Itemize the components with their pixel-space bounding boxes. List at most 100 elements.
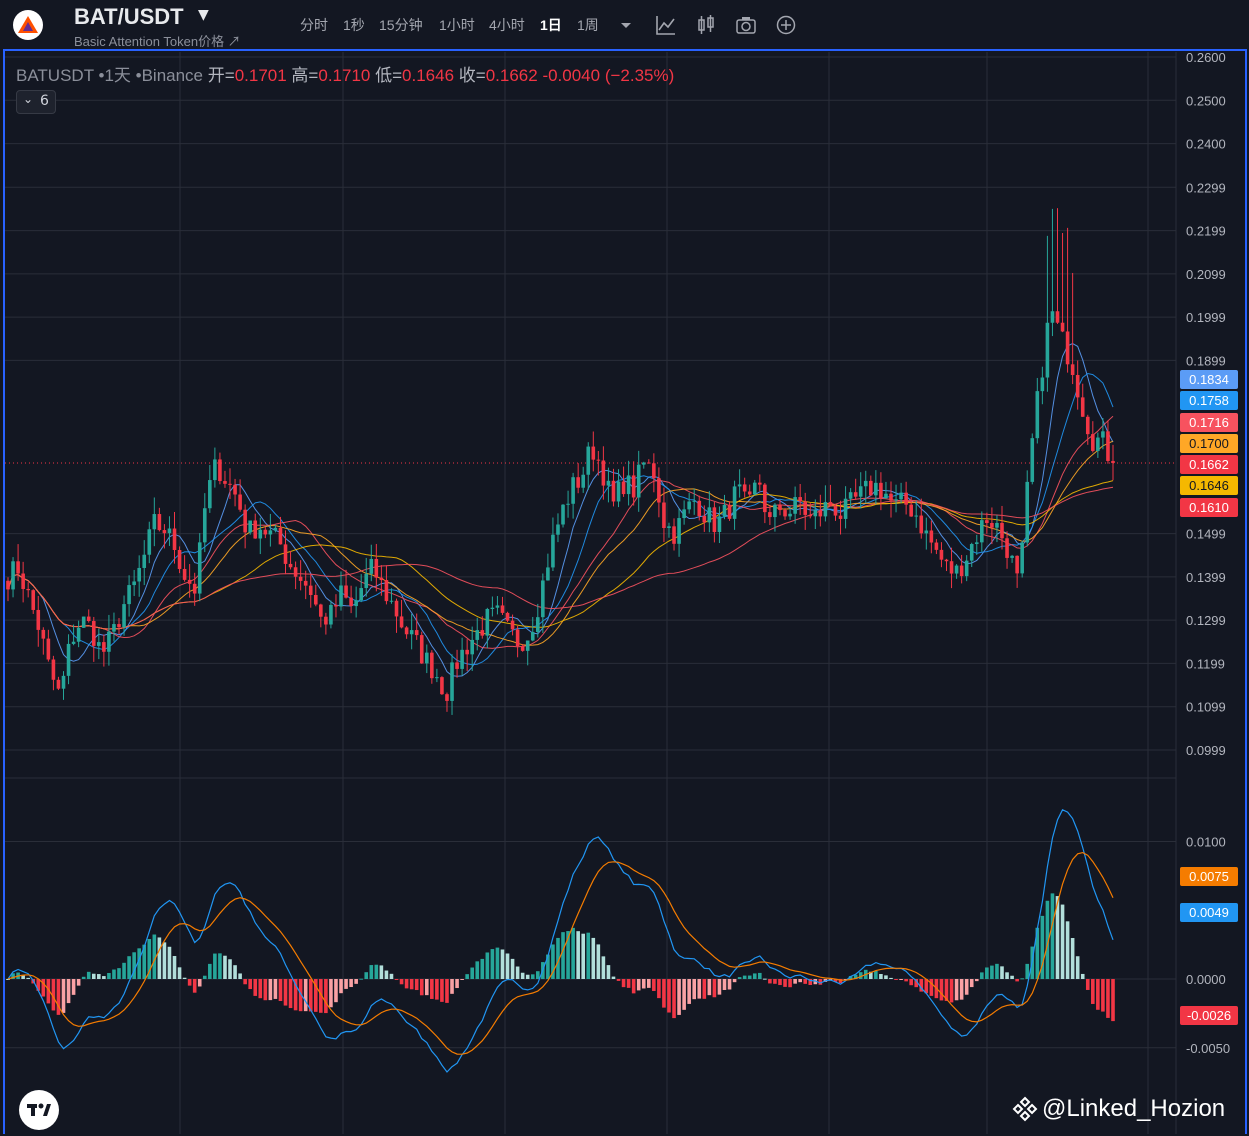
candle-body bbox=[354, 600, 358, 607]
candle-body bbox=[954, 565, 959, 574]
macd-histogram-bar bbox=[1111, 979, 1115, 1022]
macd-histogram-bar bbox=[995, 963, 999, 979]
tab-timeframe-1w[interactable]: 1周 bbox=[577, 17, 599, 33]
macd-histogram-bar bbox=[41, 979, 46, 997]
macd-histogram-bar bbox=[1091, 979, 1095, 1004]
macd-histogram-bar bbox=[515, 966, 520, 979]
candle-body bbox=[1005, 538, 1009, 558]
candle-body bbox=[904, 492, 908, 505]
macd-histogram-bar bbox=[132, 952, 136, 979]
candle-body bbox=[985, 520, 989, 523]
macd-histogram-bar bbox=[223, 955, 227, 979]
candle-body bbox=[980, 520, 984, 543]
candle-body bbox=[455, 662, 459, 669]
tab-timeframe-line[interactable]: 分时 bbox=[300, 17, 328, 33]
candle-body bbox=[727, 504, 732, 519]
macd-histogram-bar bbox=[773, 979, 777, 984]
macd-histogram-bar bbox=[858, 972, 863, 979]
macd-histogram-bar bbox=[626, 979, 631, 988]
candle-body bbox=[677, 518, 681, 544]
candle-body bbox=[430, 652, 434, 679]
macd-axis-label: 0.0100 bbox=[1186, 835, 1226, 850]
macd-histogram-bar bbox=[1080, 973, 1085, 979]
candle-body bbox=[167, 528, 172, 534]
tab-timeframe-1s[interactable]: 1秒 bbox=[343, 17, 365, 33]
camera-icon[interactable] bbox=[735, 14, 757, 36]
tab-timeframe-1h[interactable]: 1小时 bbox=[439, 17, 475, 33]
macd-histogram-bar bbox=[490, 949, 495, 979]
macd-histogram-bar bbox=[202, 975, 207, 979]
macd-histogram-bar bbox=[793, 979, 797, 984]
macd-histogram-bar bbox=[1070, 938, 1075, 979]
candle-body bbox=[172, 528, 177, 551]
candles-icon[interactable] bbox=[695, 14, 717, 36]
macd-histogram-bar bbox=[576, 931, 580, 979]
candle-body bbox=[813, 510, 818, 517]
macd-histogram-bar bbox=[1065, 921, 1070, 979]
candle-body bbox=[949, 561, 954, 574]
candle-body bbox=[828, 502, 833, 506]
macd-tag: -0.0026 bbox=[1180, 1006, 1238, 1025]
tab-timeframe-15m[interactable]: 15分钟 bbox=[379, 17, 423, 33]
macd-histogram-bar bbox=[520, 972, 525, 979]
candle-body bbox=[152, 514, 157, 530]
high-label: 高= bbox=[291, 66, 319, 85]
macd-histogram-bar bbox=[874, 970, 878, 979]
tab-timeframe-1d[interactable]: 1日 bbox=[540, 17, 562, 33]
candle-body bbox=[535, 617, 540, 633]
tab-timeframe-4h[interactable]: 4小时 bbox=[489, 17, 525, 33]
macd-histogram-bar bbox=[273, 979, 278, 999]
moving-average-line bbox=[7, 343, 1114, 677]
candle-body bbox=[551, 534, 555, 568]
candle-body bbox=[56, 679, 61, 689]
candle-body bbox=[248, 520, 252, 533]
candle-body bbox=[591, 446, 596, 460]
symbol-subtitle[interactable]: Basic Attention Token价格 ↗ bbox=[74, 34, 241, 49]
macd-histogram-bar bbox=[414, 979, 419, 991]
candle-body bbox=[303, 580, 308, 586]
macd-histogram-bar bbox=[172, 956, 177, 979]
macd-histogram-bar bbox=[450, 979, 454, 994]
macd-histogram-bar bbox=[1025, 963, 1030, 979]
price-tag: 0.1716 bbox=[1180, 413, 1238, 432]
macd-histogram-bar bbox=[308, 979, 313, 1012]
candle-body bbox=[823, 502, 828, 517]
macd-histogram-bar bbox=[56, 979, 61, 1015]
candle-body bbox=[758, 482, 762, 485]
macd-histogram-bar bbox=[525, 974, 530, 979]
macd-histogram-bar bbox=[556, 937, 560, 979]
macd-histogram-bar bbox=[248, 979, 252, 990]
candle-body bbox=[91, 621, 96, 646]
macd-histogram-bar bbox=[652, 979, 656, 991]
candle-body bbox=[137, 567, 141, 582]
indicators-toggle-button[interactable]: ⌄ 6 bbox=[16, 90, 56, 114]
macd-histogram-bar bbox=[969, 979, 974, 988]
candle-body bbox=[283, 544, 288, 564]
macd-histogram-bar bbox=[359, 978, 363, 980]
candle-body bbox=[26, 588, 30, 591]
plus-circle-icon[interactable] bbox=[775, 14, 797, 36]
symbol-title[interactable]: BAT/USDT bbox=[74, 4, 184, 29]
candle-body bbox=[697, 500, 702, 517]
macd-histogram-bar bbox=[324, 979, 328, 1014]
caret-down-icon[interactable]: ▼ bbox=[198, 7, 209, 23]
candle-body bbox=[117, 624, 121, 628]
candle-body bbox=[233, 484, 237, 495]
timeframe-dropdown-icon[interactable] bbox=[616, 16, 638, 38]
candle-body bbox=[127, 585, 131, 605]
macd-histogram-bar bbox=[339, 979, 343, 994]
indicator-icon[interactable] bbox=[655, 14, 677, 36]
macd-histogram-bar bbox=[1055, 896, 1060, 979]
candle-body bbox=[586, 446, 591, 475]
candle-body bbox=[687, 501, 691, 510]
candle-body bbox=[889, 493, 893, 501]
macd-histogram-bar bbox=[566, 931, 570, 979]
macd-histogram-bar bbox=[919, 979, 924, 992]
candle-body bbox=[16, 561, 20, 574]
candle-body bbox=[374, 558, 379, 578]
candle-body bbox=[460, 649, 464, 669]
macd-histogram-bar bbox=[6, 979, 10, 980]
macd-histogram-bar bbox=[687, 979, 691, 1004]
chart-pane[interactable] bbox=[3, 49, 1247, 1134]
